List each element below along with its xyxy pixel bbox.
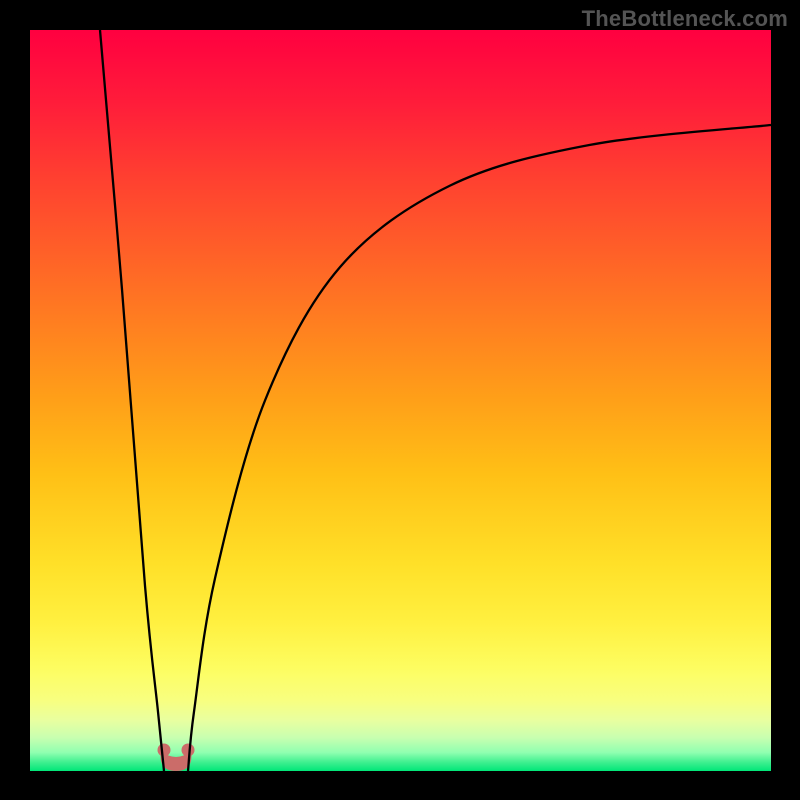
watermark-text: TheBottleneck.com: [582, 6, 788, 32]
marker-dot-left: [158, 744, 171, 757]
chart-frame: TheBottleneck.com: [0, 0, 800, 800]
gradient-background: [30, 30, 771, 771]
marker-dot-right: [182, 744, 195, 757]
chart-svg: [30, 30, 771, 771]
plot-area: [30, 30, 771, 771]
